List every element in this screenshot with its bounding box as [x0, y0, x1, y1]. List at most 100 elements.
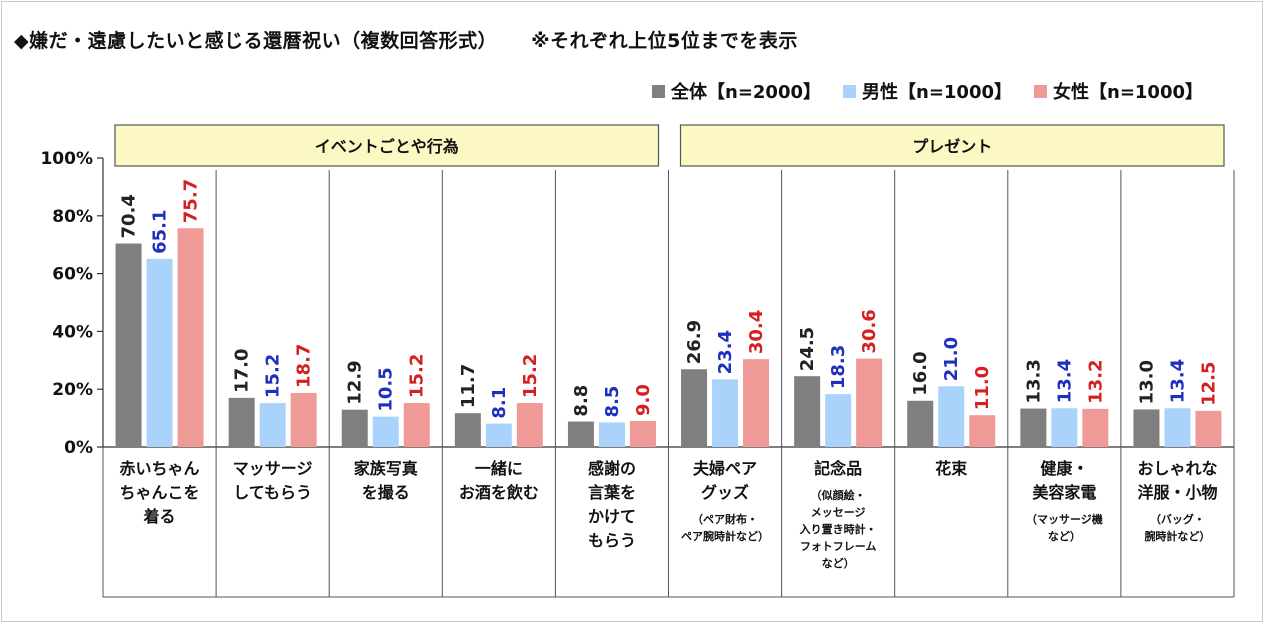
data-label: 24.5 — [797, 327, 818, 371]
data-label: 13.4 — [1054, 359, 1075, 403]
data-label: 23.4 — [715, 330, 736, 374]
data-label: 15.2 — [263, 354, 284, 398]
bar-female — [177, 228, 204, 447]
bar-total — [341, 409, 368, 447]
data-label: 12.9 — [345, 360, 366, 404]
bar-total — [228, 397, 255, 447]
category-label: おしゃれな — [1137, 459, 1217, 478]
data-label: 13.3 — [1023, 359, 1044, 403]
category-label: 美容家電 — [1032, 483, 1096, 502]
title-text: ◆嫌だ・遠慮したいと感じる還暦祝い（複数回答形式） — [14, 30, 498, 52]
category-label: 花束 — [935, 459, 968, 478]
bar-total — [794, 376, 821, 447]
data-label: 11.0 — [972, 366, 993, 410]
category-label: グッズ — [701, 483, 749, 502]
category-sublabel: 入り置き時計・ — [800, 522, 877, 536]
y-tick-label: 0% — [64, 438, 93, 458]
category-label: 家族写真 — [354, 459, 418, 478]
data-label: 30.6 — [859, 309, 880, 353]
category-label: 洋服・小物 — [1137, 483, 1217, 502]
bar-female — [516, 403, 543, 447]
data-label: 16.0 — [910, 351, 931, 395]
data-label: 65.1 — [150, 209, 171, 253]
bar-male — [485, 423, 512, 447]
category-label: 赤いちゃん — [120, 459, 200, 478]
legend-item-female: 女性【n=1000】 — [1034, 78, 1203, 104]
bar-total — [567, 421, 594, 447]
y-tick-label: 60% — [52, 265, 93, 285]
category-sublabel: （似顔絵・ — [811, 488, 866, 502]
data-label: 8.1 — [489, 387, 510, 419]
y-tick-label: 20% — [52, 380, 93, 400]
category-label: 着る — [143, 507, 176, 526]
bar-male — [1051, 408, 1078, 447]
category-label: ちゃんこを — [120, 483, 200, 502]
bar-female — [743, 359, 770, 447]
y-tick-label: 40% — [52, 322, 93, 342]
data-label: 75.7 — [181, 179, 202, 223]
data-label: 21.0 — [941, 337, 962, 381]
bar-male — [1164, 408, 1191, 447]
category-label: 言葉を — [588, 483, 636, 502]
bar-male — [712, 379, 739, 447]
data-label: 70.4 — [119, 194, 140, 238]
category-label: 記念品 — [814, 459, 862, 478]
data-label: 17.0 — [232, 348, 253, 392]
category-label: かけて — [588, 507, 636, 526]
bar-total — [681, 369, 708, 447]
data-label: 12.5 — [1198, 361, 1219, 405]
legend-item-total: 全体【n=2000】 — [652, 78, 821, 104]
data-label: 15.2 — [520, 354, 541, 398]
group-header-label: イベントごとや行為 — [315, 137, 459, 156]
bar-female — [856, 358, 883, 447]
data-label: 26.9 — [684, 320, 705, 364]
category-label: 一緒に — [475, 459, 523, 478]
bar-female — [1195, 410, 1222, 447]
bar-female — [629, 420, 656, 447]
bar-female — [1082, 408, 1109, 447]
y-tick-label: 100% — [40, 149, 93, 169]
data-label: 8.8 — [571, 385, 592, 417]
category-sublabel: （ペア財布・ — [692, 512, 758, 526]
category-label: マッサージ — [233, 459, 313, 478]
data-label: 9.0 — [633, 384, 654, 416]
category-label: もらう — [588, 531, 636, 550]
bar-male — [372, 416, 399, 447]
bar-male — [598, 422, 625, 447]
category-sublabel: など） — [822, 557, 855, 570]
data-label: 15.2 — [407, 354, 428, 398]
chart-title: ◆嫌だ・遠慮したいと感じる還暦祝い（複数回答形式） ※それぞれ上位5位までを表示 — [14, 26, 798, 53]
data-label: 18.3 — [828, 345, 849, 389]
bar-total — [454, 413, 481, 447]
legend: 全体【n=2000】 男性【n=1000】 女性【n=1000】 — [652, 78, 1203, 104]
bar-male — [259, 403, 286, 447]
data-label: 8.5 — [602, 386, 623, 418]
data-label: 13.2 — [1085, 359, 1106, 403]
category-sublabel: フォトフレーム — [800, 540, 877, 553]
bar-female — [290, 392, 317, 447]
legend-swatch-male — [843, 84, 856, 98]
category-label: 感謝の — [588, 459, 636, 478]
legend-label-male: 男性【n=1000】 — [862, 82, 1012, 103]
category-label: 健康・ — [1040, 459, 1088, 478]
bar-total — [1020, 408, 1047, 447]
bar-total — [115, 243, 142, 447]
bar-male — [146, 258, 173, 447]
category-label: お酒を飲む — [459, 483, 539, 502]
data-label: 13.0 — [1136, 360, 1157, 404]
bar-male — [825, 394, 852, 447]
legend-label-total: 全体【n=2000】 — [671, 82, 821, 103]
category-sublabel: メッセージ — [811, 506, 866, 519]
category-label: を撮る — [362, 483, 410, 502]
data-label: 13.4 — [1167, 359, 1188, 403]
data-label: 30.4 — [746, 310, 767, 354]
category-label: してもらう — [233, 483, 312, 502]
group-header-label: プレゼント — [912, 137, 992, 156]
data-label: 18.7 — [294, 344, 315, 388]
y-tick-label: 80% — [52, 207, 93, 227]
category-sublabel: 腕時計など） — [1144, 529, 1210, 543]
category-sublabel: など） — [1048, 530, 1081, 543]
category-label: 夫婦ペア — [693, 459, 757, 478]
